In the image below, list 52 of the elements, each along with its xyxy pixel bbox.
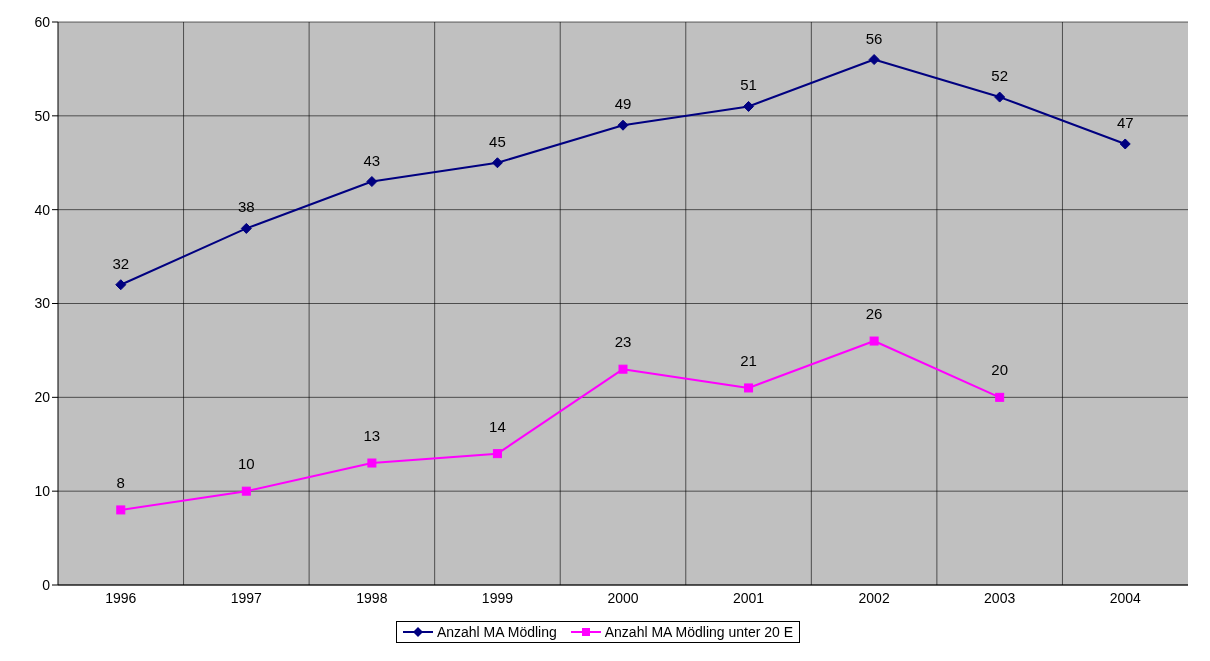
point bbox=[366, 176, 378, 188]
x-tick-label: 2001 bbox=[732, 589, 765, 606]
x-tick-label: 2004 bbox=[1109, 589, 1141, 606]
point bbox=[115, 279, 127, 291]
data-label: 8 bbox=[116, 473, 125, 491]
data-label: 21 bbox=[740, 351, 757, 369]
x-tick-label: 1998 bbox=[356, 589, 388, 606]
point bbox=[744, 383, 754, 393]
point bbox=[492, 449, 502, 459]
data-label: 38 bbox=[237, 198, 255, 216]
y-tick-label: 60 bbox=[34, 13, 51, 30]
y-tick-label: 30 bbox=[34, 295, 51, 312]
data-label: 51 bbox=[740, 76, 757, 94]
data-label: 20 bbox=[991, 361, 1009, 379]
data-label: 52 bbox=[991, 67, 1009, 85]
x-tick-label: 1999 bbox=[481, 589, 514, 606]
data-label: 49 bbox=[614, 95, 632, 113]
legend-label: Anzahl MA Mödling bbox=[436, 624, 557, 640]
data-label: 47 bbox=[1116, 113, 1134, 131]
y-tick-label: 0 bbox=[42, 576, 51, 593]
point bbox=[743, 100, 755, 112]
point bbox=[869, 336, 879, 346]
point bbox=[868, 54, 880, 66]
point bbox=[367, 458, 377, 468]
y-tick-label: 50 bbox=[34, 107, 51, 124]
x-tick-label: 2002 bbox=[858, 589, 890, 606]
data-label: 14 bbox=[489, 417, 506, 435]
point bbox=[994, 91, 1006, 103]
x-tick-label: 1997 bbox=[230, 589, 263, 606]
data-label: 26 bbox=[865, 305, 883, 323]
y-tick-label: 10 bbox=[34, 483, 51, 500]
y-tick-label: 40 bbox=[34, 201, 51, 218]
data-label: 56 bbox=[865, 29, 883, 47]
point bbox=[240, 222, 252, 234]
point bbox=[617, 119, 629, 131]
data-label: 13 bbox=[363, 427, 381, 445]
point bbox=[618, 364, 628, 374]
x-tick-label: 2000 bbox=[607, 589, 639, 606]
data-label: 45 bbox=[489, 132, 506, 150]
x-tick-label: 2003 bbox=[984, 589, 1016, 606]
point bbox=[241, 486, 251, 496]
data-label: 23 bbox=[614, 333, 632, 351]
point bbox=[995, 392, 1005, 402]
point bbox=[1119, 138, 1131, 150]
x-tick-label: 1996 bbox=[105, 589, 137, 606]
y-tick-label: 20 bbox=[34, 389, 51, 406]
point bbox=[491, 157, 503, 169]
point bbox=[116, 505, 126, 515]
legend-label: Anzahl MA Mödling unter 20 E bbox=[604, 624, 794, 640]
data-label: 32 bbox=[112, 254, 130, 272]
data-label: 43 bbox=[363, 151, 381, 169]
data-label: 10 bbox=[237, 455, 255, 473]
